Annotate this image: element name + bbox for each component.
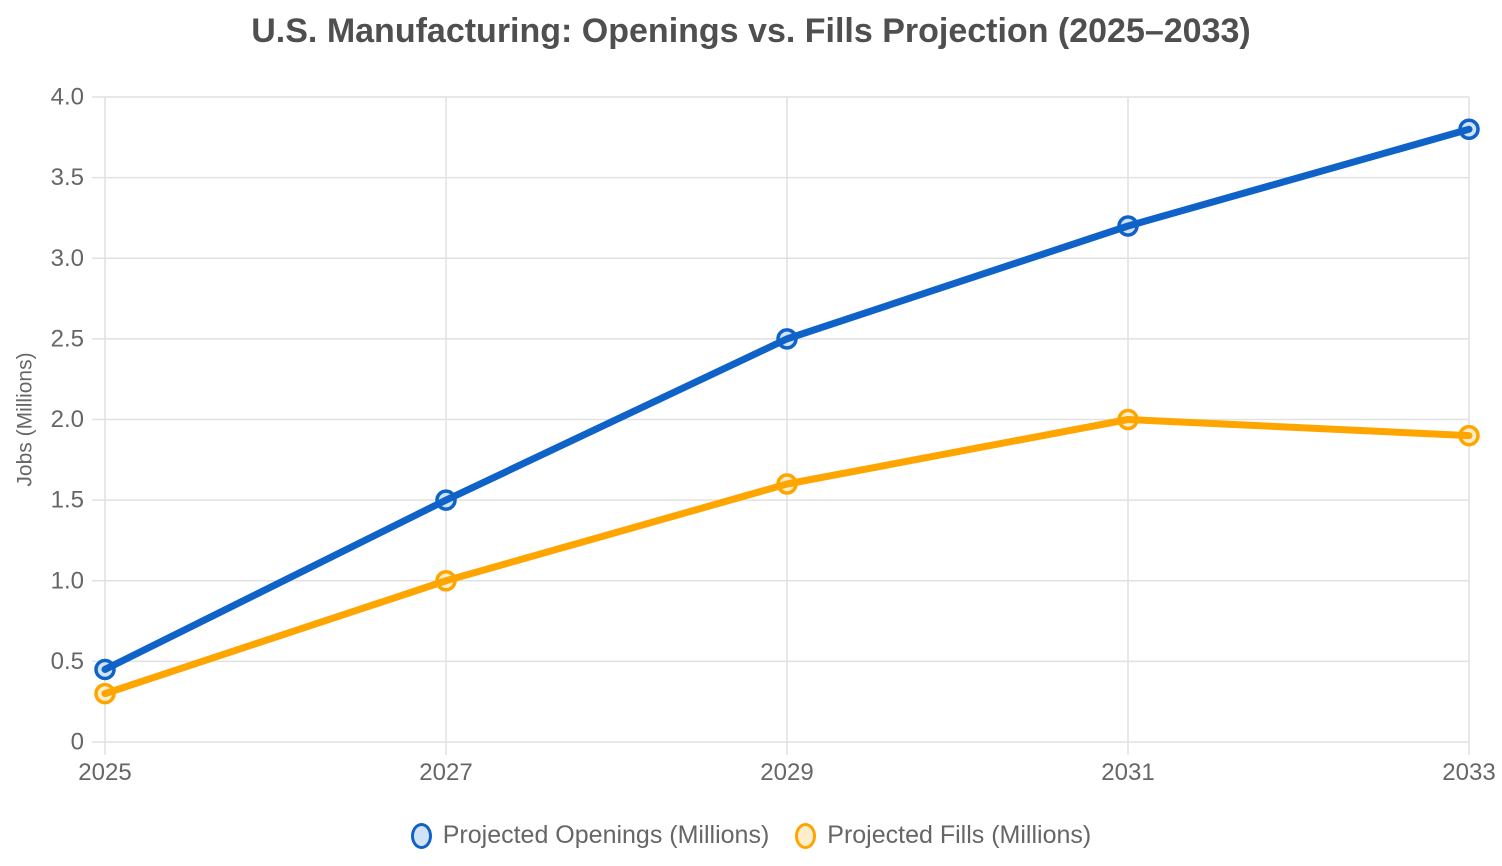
y-tick-label: 1.5: [51, 487, 84, 514]
chart-title: U.S. Manufacturing: Openings vs. Fills P…: [251, 12, 1251, 50]
x-tick-label: 2027: [419, 759, 472, 786]
data-point: [776, 328, 798, 350]
data-point: [435, 570, 457, 592]
legend-item-fills[interactable]: Projected Fills (Millions): [795, 821, 1091, 850]
y-tick-label: 2.0: [51, 406, 84, 433]
legend-marker-icon: [795, 822, 817, 849]
legend-item-openings[interactable]: Projected Openings (Millions): [410, 821, 770, 850]
data-point: [1117, 408, 1139, 431]
y-tick-label: 3.5: [51, 164, 84, 191]
y-tick-label: 0: [71, 729, 84, 756]
legend-marker-icon: [410, 822, 432, 849]
y-tick-label: 1.0: [51, 567, 84, 594]
data-point: [776, 473, 798, 495]
x-tick-label: 2025: [78, 759, 131, 786]
data-point: [1458, 118, 1480, 140]
legend: Projected Openings (Millions) Projected F…: [0, 821, 1502, 850]
data-point: [1458, 424, 1480, 447]
y-axis-title: Jobs (Millions): [14, 352, 37, 486]
data-point: [94, 682, 116, 705]
data-point: [435, 489, 457, 511]
legend-label: Projected Fills (Millions): [827, 821, 1092, 849]
series-line: [101, 416, 1473, 698]
x-tick-label: 2031: [1101, 759, 1154, 786]
y-tick-label: 4.0: [51, 84, 84, 111]
x-tick-label: 2033: [1442, 759, 1495, 786]
series-line: [101, 125, 1473, 673]
data-point: [1117, 215, 1139, 237]
y-tick-label: 2.5: [51, 325, 84, 352]
y-tick-label: 0.5: [51, 648, 84, 675]
y-tick-label: 3.0: [51, 245, 84, 272]
x-tick-label: 2029: [760, 759, 813, 786]
legend-label: Projected Openings (Millions): [442, 821, 770, 849]
data-point: [94, 658, 116, 681]
